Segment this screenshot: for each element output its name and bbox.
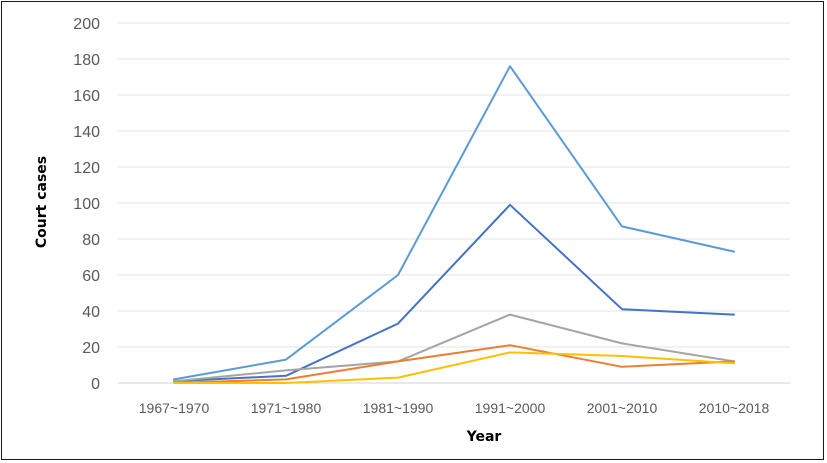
series-line-1	[173, 65, 735, 381]
y-tick-label: 200	[73, 16, 100, 33]
y-tick-label: 120	[73, 160, 100, 177]
series-lines	[173, 65, 735, 384]
x-axis-ticks: 1967~1970 1971~1980 1981~1990 1991~2000 2001…	[139, 400, 770, 416]
y-tick-label: 80	[82, 232, 100, 249]
x-tick-label: 1971~1980	[251, 400, 322, 416]
y-tick-label: 0	[91, 376, 100, 393]
series-line-5	[173, 351, 735, 384]
x-tick-label: 1981~1990	[363, 400, 434, 416]
series-line-3	[173, 313, 735, 383]
y-axis-ticks: 0 20 40 60 80 100 120 140 160 180 200	[73, 16, 100, 393]
y-tick-label: 20	[82, 340, 100, 357]
x-tick-label: 2001~2010	[587, 400, 658, 416]
gridlines	[118, 22, 790, 384]
y-tick-label: 160	[73, 88, 100, 105]
y-tick-label: 100	[73, 196, 100, 213]
x-tick-label: 2010~2018	[699, 400, 770, 416]
y-tick-label: 40	[82, 304, 100, 321]
x-tick-label: 1991~2000	[475, 400, 546, 416]
y-axis-title: Court cases	[34, 156, 50, 248]
series-line-2	[173, 203, 735, 383]
series-line-4	[173, 344, 735, 384]
y-tick-label: 60	[82, 268, 100, 285]
y-tick-label: 180	[73, 52, 100, 69]
x-axis-title: Year	[466, 429, 502, 445]
x-tick-label: 1967~1970	[139, 400, 210, 416]
y-tick-label: 140	[73, 124, 100, 141]
